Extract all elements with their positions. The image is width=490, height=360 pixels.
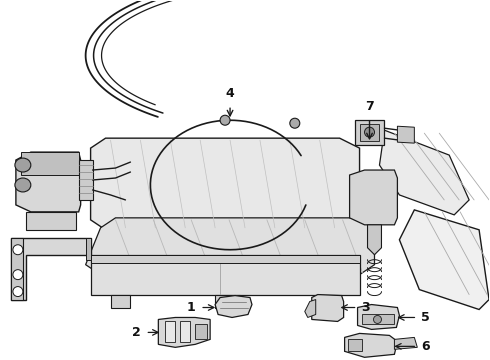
Polygon shape [91,138,360,230]
Text: 1: 1 [186,301,195,314]
Text: 7: 7 [365,100,374,113]
Polygon shape [78,160,93,200]
Polygon shape [11,238,23,300]
Polygon shape [11,238,91,300]
Polygon shape [26,212,75,230]
Ellipse shape [15,158,31,172]
Circle shape [290,118,300,128]
Polygon shape [86,218,374,275]
Polygon shape [215,294,240,307]
Polygon shape [355,120,385,145]
Polygon shape [215,296,252,318]
Polygon shape [379,130,469,215]
Polygon shape [360,124,379,141]
Circle shape [373,315,382,323]
Ellipse shape [15,178,31,192]
Polygon shape [91,255,360,263]
Polygon shape [305,300,316,318]
Circle shape [13,287,23,297]
Polygon shape [158,318,210,347]
Polygon shape [347,339,362,351]
Polygon shape [21,152,78,175]
Circle shape [13,245,23,255]
Polygon shape [349,170,397,225]
Polygon shape [397,126,415,143]
Polygon shape [111,294,130,307]
Text: 3: 3 [362,301,370,314]
Polygon shape [165,321,175,342]
Polygon shape [399,210,489,310]
Polygon shape [368,225,382,255]
Polygon shape [16,152,81,212]
Polygon shape [86,238,91,260]
Polygon shape [312,294,343,321]
Text: 2: 2 [132,326,141,339]
Text: 4: 4 [226,87,234,100]
Polygon shape [344,333,397,357]
Text: 5: 5 [421,311,430,324]
Polygon shape [180,321,190,342]
Circle shape [13,270,23,280]
Polygon shape [91,255,360,294]
Text: 6: 6 [421,340,430,353]
Circle shape [365,127,374,137]
Polygon shape [362,315,394,324]
Polygon shape [394,337,417,349]
Circle shape [220,115,230,125]
Polygon shape [358,305,399,329]
Polygon shape [195,324,207,339]
